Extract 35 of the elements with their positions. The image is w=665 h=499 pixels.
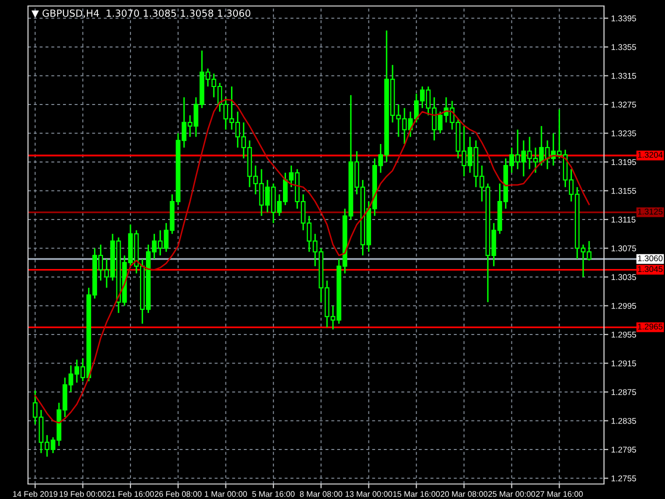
x-tick-label: 8 Mar 08:00 xyxy=(300,491,342,497)
y-tick-label: 1.2955 xyxy=(612,332,636,338)
x-tick-label: 13 Mar 00:00 xyxy=(346,491,392,497)
ref-line-label: 1.3125 xyxy=(638,208,663,215)
y-tick-label: 1.2795 xyxy=(612,446,636,453)
x-tick-label: 27 Mar 16:00 xyxy=(536,491,583,497)
x-tick-label: 25 Mar 00:00 xyxy=(488,491,536,497)
x-tick-label: 21 Feb 16:00 xyxy=(107,490,154,497)
y-tick-label: 1.2915 xyxy=(612,360,636,366)
ref-line-label: 1.3060 xyxy=(638,255,663,262)
y-tick-label: 1.3115 xyxy=(612,216,636,223)
y-tick-label: 1.3075 xyxy=(612,245,636,252)
x-tick-label: 5 Mar 16:00 xyxy=(252,491,295,497)
y-tick-label: 1.2875 xyxy=(612,389,636,396)
y-tick-label: 1.2995 xyxy=(612,302,636,309)
x-tick-label: 19 Feb 00:00 xyxy=(60,490,106,497)
y-tick-label: 1.3355 xyxy=(612,44,636,50)
ref-line-label: 1.3045 xyxy=(638,266,663,272)
y-tick-label: 1.3235 xyxy=(612,130,636,136)
y-tick-label: 1.3155 xyxy=(612,188,636,194)
y-tick-label: 1.3035 xyxy=(612,274,636,280)
y-tick-label: 1.3395 xyxy=(612,15,636,22)
x-tick-label: 15 Mar 16:00 xyxy=(393,491,440,497)
chart-title: ▼ GBPUSD,H4 1.3070 1.3085 1.3058 1.3060 xyxy=(31,10,250,18)
y-tick-label: 1.3275 xyxy=(612,102,636,108)
x-tick-label: 14 Feb 2019 xyxy=(13,490,58,497)
ref-line-label: 1.3204 xyxy=(638,152,663,158)
y-tick-label: 1.2835 xyxy=(612,418,636,424)
y-tick-label: 1.2755 xyxy=(612,475,636,482)
y-tick-label: 1.3195 xyxy=(612,159,636,166)
x-tick-label: 20 Mar 08:00 xyxy=(440,491,488,497)
y-tick-label: 1.3315 xyxy=(612,72,636,79)
x-tick-label: 1 Mar 00:00 xyxy=(204,491,247,497)
ref-line-label: 1.2965 xyxy=(638,324,663,330)
x-tick-label: 26 Feb 08:00 xyxy=(154,490,202,497)
